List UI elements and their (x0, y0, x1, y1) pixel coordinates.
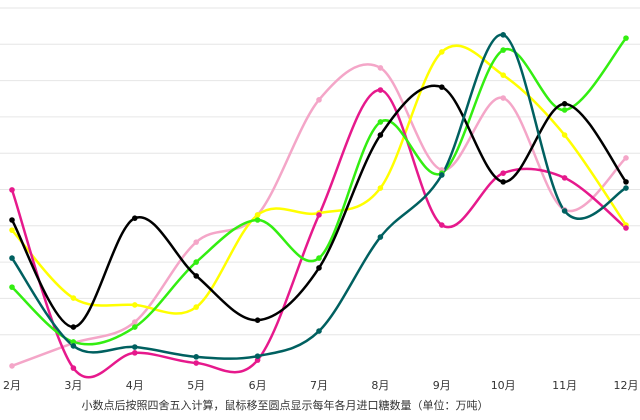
data-point[interactable] (9, 187, 15, 193)
series-line (10, 84, 627, 329)
data-point[interactable] (561, 107, 568, 113)
x-tick-label: 5月 (187, 379, 205, 392)
data-point[interactable] (70, 324, 77, 330)
data-point[interactable] (377, 65, 384, 71)
data-point[interactable] (439, 84, 445, 90)
data-point[interactable] (132, 319, 138, 325)
data-point[interactable] (377, 185, 384, 191)
x-tick-label: 6月 (249, 379, 267, 392)
data-point[interactable] (439, 49, 445, 55)
x-tick-label: 7月 (310, 379, 328, 392)
data-point[interactable] (70, 295, 77, 301)
data-point[interactable] (9, 255, 15, 261)
data-point[interactable] (193, 360, 199, 366)
data-point[interactable] (500, 32, 507, 38)
data-point[interactable] (254, 353, 261, 359)
data-point[interactable] (500, 95, 507, 101)
data-point[interactable] (500, 170, 507, 176)
data-point[interactable] (193, 304, 199, 310)
data-point[interactable] (561, 208, 568, 214)
data-point[interactable] (132, 324, 138, 330)
data-point[interactable] (623, 185, 629, 191)
data-point[interactable] (9, 217, 15, 223)
data-point[interactable] (9, 284, 15, 290)
data-point[interactable] (439, 172, 445, 178)
x-tick-label: 8月 (371, 379, 389, 392)
x-tick-label: 2月 (3, 379, 21, 392)
x-tick-label: 10月 (491, 379, 516, 392)
footnote: 小数点后按照四舍五入计算，鼠标移至圆点显示每年各月进口糖数量（单位：万吨） (82, 398, 489, 412)
data-point[interactable] (132, 302, 138, 308)
data-point[interactable] (500, 72, 507, 78)
data-point[interactable] (500, 47, 507, 53)
x-tick-label: 12月 (614, 379, 639, 392)
data-point[interactable] (193, 239, 199, 245)
data-point[interactable] (377, 119, 384, 125)
data-point[interactable] (623, 179, 629, 185)
data-point[interactable] (377, 132, 384, 138)
data-point[interactable] (439, 222, 445, 228)
data-point[interactable] (70, 339, 77, 345)
data-point[interactable] (623, 225, 629, 231)
data-point[interactable] (623, 155, 629, 161)
data-point[interactable] (254, 357, 261, 363)
x-tick-label: 11月 (552, 379, 577, 392)
data-point[interactable] (623, 35, 629, 41)
data-point[interactable] (193, 259, 199, 265)
data-point[interactable] (561, 101, 568, 107)
data-point[interactable] (500, 179, 507, 185)
data-point[interactable] (193, 273, 199, 279)
data-point[interactable] (132, 350, 138, 356)
data-point[interactable] (561, 175, 568, 181)
data-point[interactable] (254, 317, 261, 323)
series-line (10, 33, 627, 360)
data-point[interactable] (316, 255, 322, 261)
data-point[interactable] (193, 354, 199, 360)
data-point[interactable] (254, 212, 261, 218)
series-line (11, 37, 627, 346)
data-point[interactable] (316, 265, 322, 271)
data-point[interactable] (561, 132, 568, 138)
data-point[interactable] (70, 365, 77, 371)
data-point[interactable] (254, 217, 261, 223)
data-point[interactable] (316, 212, 322, 218)
data-point[interactable] (132, 344, 138, 350)
data-point[interactable] (377, 234, 384, 240)
x-tick-label: 3月 (64, 379, 82, 392)
data-point[interactable] (9, 363, 15, 369)
data-point[interactable] (9, 227, 15, 233)
data-point[interactable] (132, 215, 138, 221)
data-point[interactable] (316, 328, 322, 334)
data-point[interactable] (377, 87, 384, 93)
series-line (11, 44, 628, 315)
x-tick-label: 4月 (126, 379, 144, 392)
data-point[interactable] (316, 97, 322, 103)
data-point[interactable] (70, 343, 77, 349)
x-tick-label: 9月 (433, 379, 451, 392)
